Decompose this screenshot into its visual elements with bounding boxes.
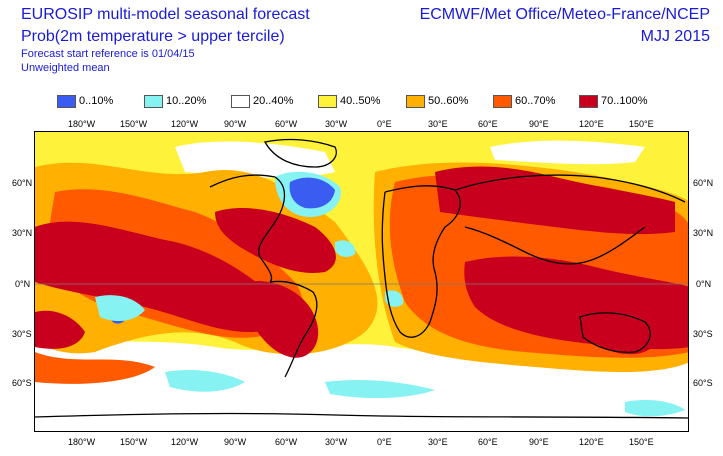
south-america-coast <box>269 280 318 378</box>
lat-label-right: 60°N <box>693 178 714 188</box>
north-america-coast <box>209 174 286 283</box>
lat-label-right: 30°N <box>693 228 714 238</box>
red-orange-south-pacific <box>35 352 155 384</box>
siberia-white-patch <box>490 140 645 165</box>
lon-label-top: 30°E <box>428 119 448 129</box>
red-north-atlantic-america <box>215 207 336 273</box>
mean-type: Unweighted mean <box>21 62 110 74</box>
lon-label-top: 0°E <box>377 119 392 129</box>
lon-label-bottom: 60°W <box>275 437 298 447</box>
cyan-tropical-atlantic <box>335 240 356 257</box>
cyan-south-atlantic <box>325 379 435 399</box>
legend-swatch <box>231 95 250 108</box>
world-probability-map <box>34 131 689 432</box>
arctic-white-patch <box>175 141 335 178</box>
lat-label-left: 60°N <box>12 178 33 188</box>
lon-label-bottom: 120°E <box>579 437 604 447</box>
lon-label-bottom: 150°W <box>120 437 148 447</box>
map-subtitle: Prob(2m temperature > upper tercile) <box>21 28 285 45</box>
lat-label-left: 30°N <box>12 228 33 238</box>
lon-label-top: 90°E <box>529 119 549 129</box>
red-south-america <box>245 281 319 358</box>
legend-swatch <box>144 95 163 108</box>
legend-label: 0..10% <box>79 95 114 107</box>
antarctica-coast <box>35 412 688 419</box>
legend-label: 70..100% <box>601 95 648 107</box>
lat-label-right: 60°S <box>693 378 713 388</box>
legend-label: 40..50% <box>340 95 381 107</box>
lat-label-left: 60°S <box>12 378 32 388</box>
legend-swatch <box>318 95 337 108</box>
red-australia <box>575 305 659 355</box>
lat-label-left: 0°N <box>15 279 31 289</box>
cyan-gulf-of-guinea <box>385 290 404 307</box>
lon-label-bottom: 90°E <box>529 437 549 447</box>
lon-label-top: 150°W <box>120 119 148 129</box>
coastlines <box>35 138 688 419</box>
producers: ECMWF/Met Office/Meteo-France/NCEP <box>419 6 710 23</box>
legend-swatch <box>57 95 76 108</box>
map-title: EUROSIP multi-model seasonal forecast <box>21 6 310 23</box>
lon-label-top: 150°E <box>629 119 654 129</box>
legend-label: 20..40% <box>253 95 294 107</box>
greenland-coast <box>263 138 337 168</box>
lon-label-top: 120°E <box>579 119 604 129</box>
lon-label-top: 60°E <box>478 119 498 129</box>
lon-label-top: 30°W <box>325 119 348 129</box>
red-tropical-pacific <box>35 221 286 332</box>
lat-label-left: 30°S <box>12 329 32 339</box>
lon-label-bottom: 90°W <box>224 437 247 447</box>
lon-label-bottom: 30°W <box>325 437 348 447</box>
lon-label-bottom: 60°E <box>478 437 498 447</box>
legend-label: 50..60% <box>428 95 469 107</box>
lat-label-right: 30°S <box>693 329 713 339</box>
cyan-southern-ocean <box>165 370 245 392</box>
season: MJJ 2015 <box>640 28 710 45</box>
lon-label-top: 60°W <box>275 119 298 129</box>
red-southwest-pacific <box>35 310 85 349</box>
legend-label: 10..20% <box>166 95 207 107</box>
lon-label-bottom: 30°E <box>428 437 448 447</box>
legend-swatch <box>579 95 598 108</box>
lon-label-top: 180°W <box>68 119 96 129</box>
legend-swatch <box>493 95 512 108</box>
cyan-south-pacific <box>95 295 145 322</box>
asia-north-coast <box>454 174 686 203</box>
lon-label-bottom: 150°E <box>629 437 654 447</box>
legend-swatch <box>406 95 425 108</box>
cyan-far-south <box>625 399 685 417</box>
australia-coast <box>579 312 651 353</box>
lon-label-bottom: 0°E <box>377 437 392 447</box>
lon-label-bottom: 180°W <box>68 437 96 447</box>
lon-label-top: 90°W <box>224 119 247 129</box>
map-canvas <box>35 132 688 431</box>
blue-north-atlantic <box>289 177 335 209</box>
lat-label-right: 0°N <box>696 279 712 289</box>
forecast-start-reference: Forecast start reference is 01/04/15 <box>21 48 195 60</box>
europe-africa-coast <box>381 185 461 338</box>
asia-south-coast <box>464 226 646 265</box>
lon-label-bottom: 120°W <box>171 437 199 447</box>
lon-label-top: 120°W <box>171 119 199 129</box>
legend-label: 60..70% <box>515 95 556 107</box>
red-north-eurasia <box>435 166 675 235</box>
